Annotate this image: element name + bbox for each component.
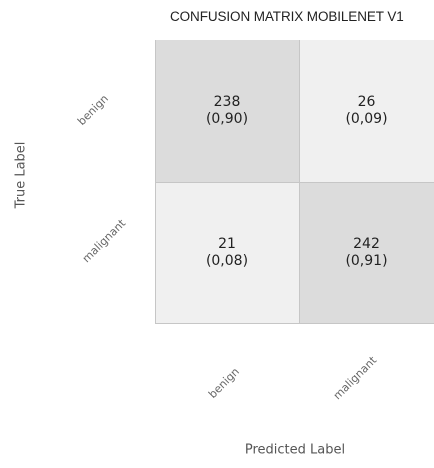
- x-tick-label-benign: benign: [206, 365, 242, 401]
- cell-value: 26: [357, 94, 376, 110]
- cell-proportion: (0,09): [345, 111, 388, 127]
- x-axis-label: Predicted Label: [244, 442, 346, 458]
- grid-line-bottom: [155, 323, 434, 324]
- y-axis-label: True Label: [13, 141, 29, 209]
- cell-value: 21: [218, 236, 236, 252]
- cell-benign-malignant: 26 (0,09): [299, 40, 434, 182]
- cell-proportion: (0,08): [205, 253, 249, 269]
- grid-line-middle-horizontal: [155, 182, 434, 183]
- cell-value: 238: [213, 94, 241, 110]
- cell-value: 242: [353, 236, 380, 252]
- cell-malignant-malignant: 242 (0,91): [299, 182, 434, 324]
- y-tick-label-benign: benign: [75, 92, 111, 128]
- cell-proportion: (0,91): [345, 253, 388, 269]
- cell-proportion: (0,90): [205, 111, 249, 127]
- confusion-matrix: 238 (0,90) 26 (0,09) 21 (0,08) 242 (0,91…: [155, 40, 434, 324]
- cell-malignant-benign: 21 (0,08): [155, 182, 299, 324]
- cell-benign-benign: 238 (0,90): [155, 40, 299, 182]
- chart-title: CONFUSION MATRIX MOBILENET V1: [170, 9, 404, 24]
- y-tick-label-malignant: malignant: [79, 216, 129, 266]
- x-tick-label-malignant: malignant: [330, 353, 380, 403]
